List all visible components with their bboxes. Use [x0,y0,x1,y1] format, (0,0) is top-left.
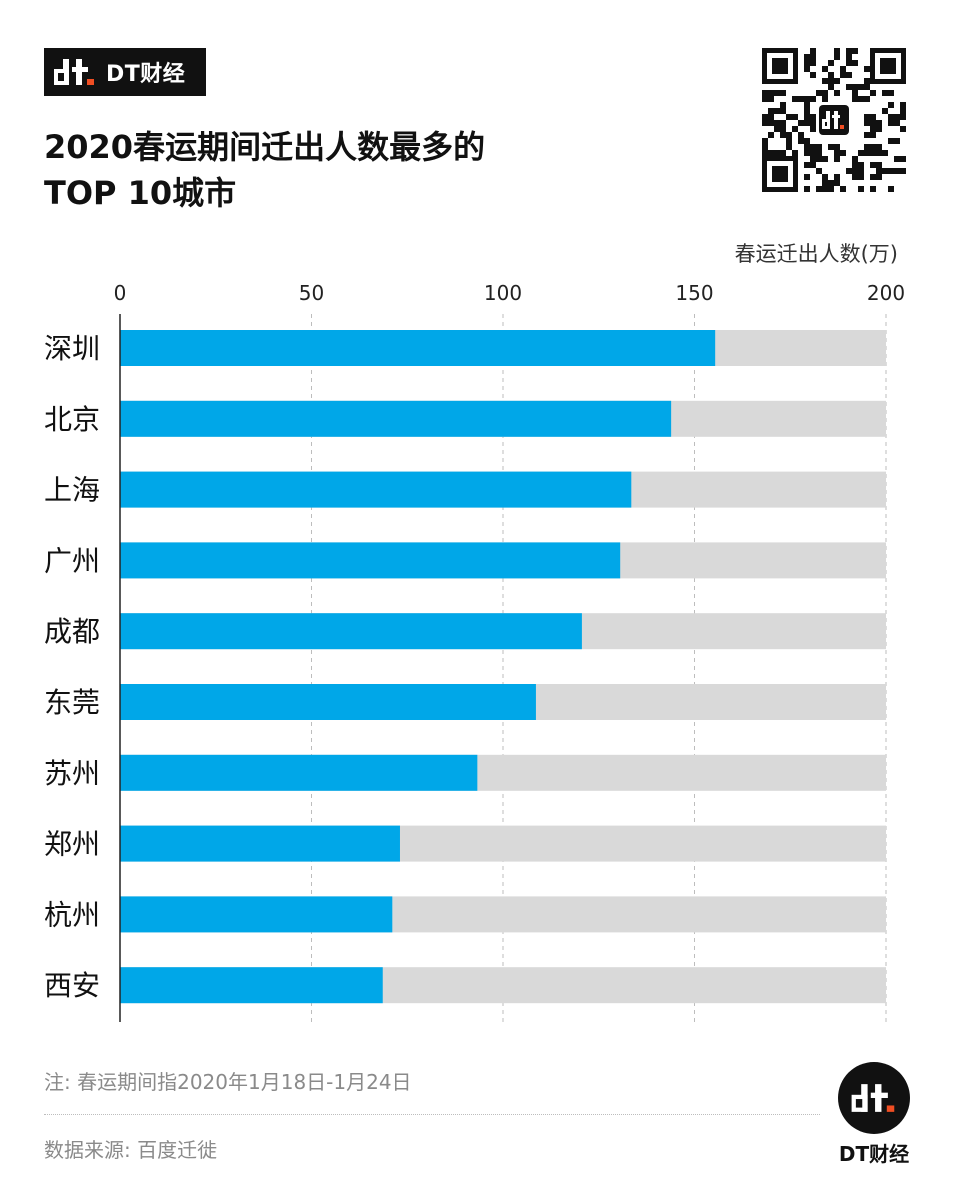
dt-logo-icon [54,59,94,85]
brand-badge: DT财经 [44,48,206,96]
footer-logo [838,1062,910,1134]
category-label: 郑州 [44,828,100,861]
bar [120,684,536,720]
bar [120,542,621,579]
page-title: 2020春运期间迁出人数最多的 TOP 10城市 [44,124,664,216]
bar [120,896,393,933]
bar [120,471,632,508]
bar [120,330,716,366]
category-label: 上海 [44,474,100,507]
x-tick-label: 150 [675,281,713,305]
title-line-2: TOP 10城市 [44,174,237,212]
divider [44,1114,820,1115]
category-label: 东莞 [44,686,100,719]
x-tick-label: 0 [114,281,127,305]
category-label: 北京 [44,403,100,436]
x-tick-label: 50 [299,281,324,305]
category-label: 成都 [44,615,100,648]
qr-code-icon[interactable] [762,48,906,192]
category-label: 广州 [44,544,100,577]
data-source: 数据来源: 百度迁徙 [44,1138,218,1162]
x-tick-label: 200 [867,281,905,305]
bar [120,613,582,650]
x-tick-label: 100 [484,281,522,305]
bar [120,754,478,791]
title-line-1: 2020春运期间迁出人数最多的 [44,128,486,166]
x-axis-label: 春运迁出人数(万) [734,242,898,266]
dt-logo-icon [851,1084,895,1112]
bar [120,825,400,862]
category-label: 西安 [44,969,100,1002]
category-label: 深圳 [44,332,100,365]
category-label: 杭州 [44,898,100,931]
category-label: 苏州 [44,757,100,790]
bar [120,400,672,437]
footer-brand-name: DT财经 [838,1142,910,1166]
brand-name: DT财经 [106,62,186,87]
bar [120,967,383,1004]
footnote: 注: 春运期间指2020年1月18日-1月24日 [44,1070,412,1094]
